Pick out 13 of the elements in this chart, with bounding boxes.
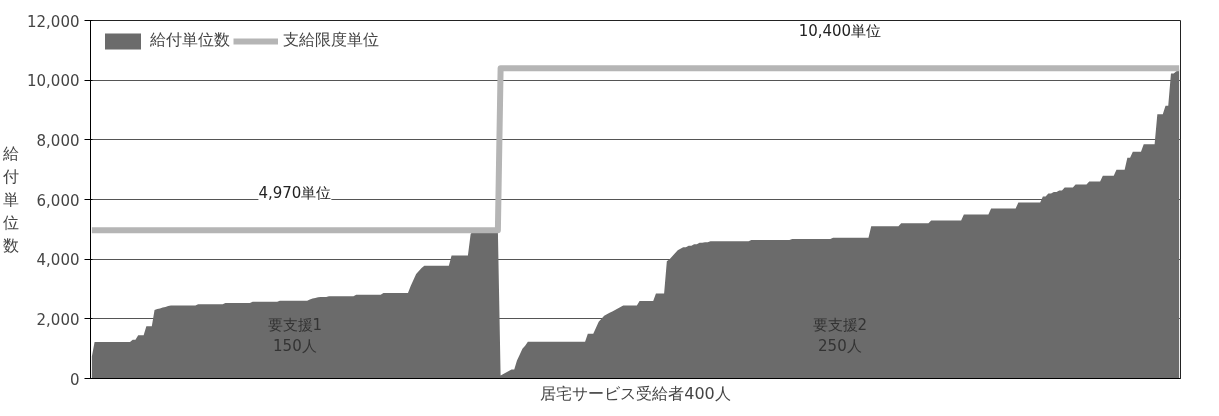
legend-label: 給付単位数 [150,30,230,51]
y-tick-label: 0 [69,370,80,389]
y-tick-label: 12,000 [27,12,80,31]
y-axis-title: 給付単位数 [2,144,20,255]
y-tick-label: 8,000 [36,131,80,150]
x-axis-title: 居宅サービス受給者400人 [540,383,731,403]
legend-label: 支給限度単位 [283,30,379,51]
annotation: 4,970単位 [258,184,332,203]
y-tick-label: 4,000 [36,251,80,270]
y-tick-label: 10,000 [27,72,80,91]
y-tick-label: 2,000 [36,310,80,329]
annotation: 10,400単位 [798,22,882,41]
y-tick-label: 6,000 [36,191,80,210]
